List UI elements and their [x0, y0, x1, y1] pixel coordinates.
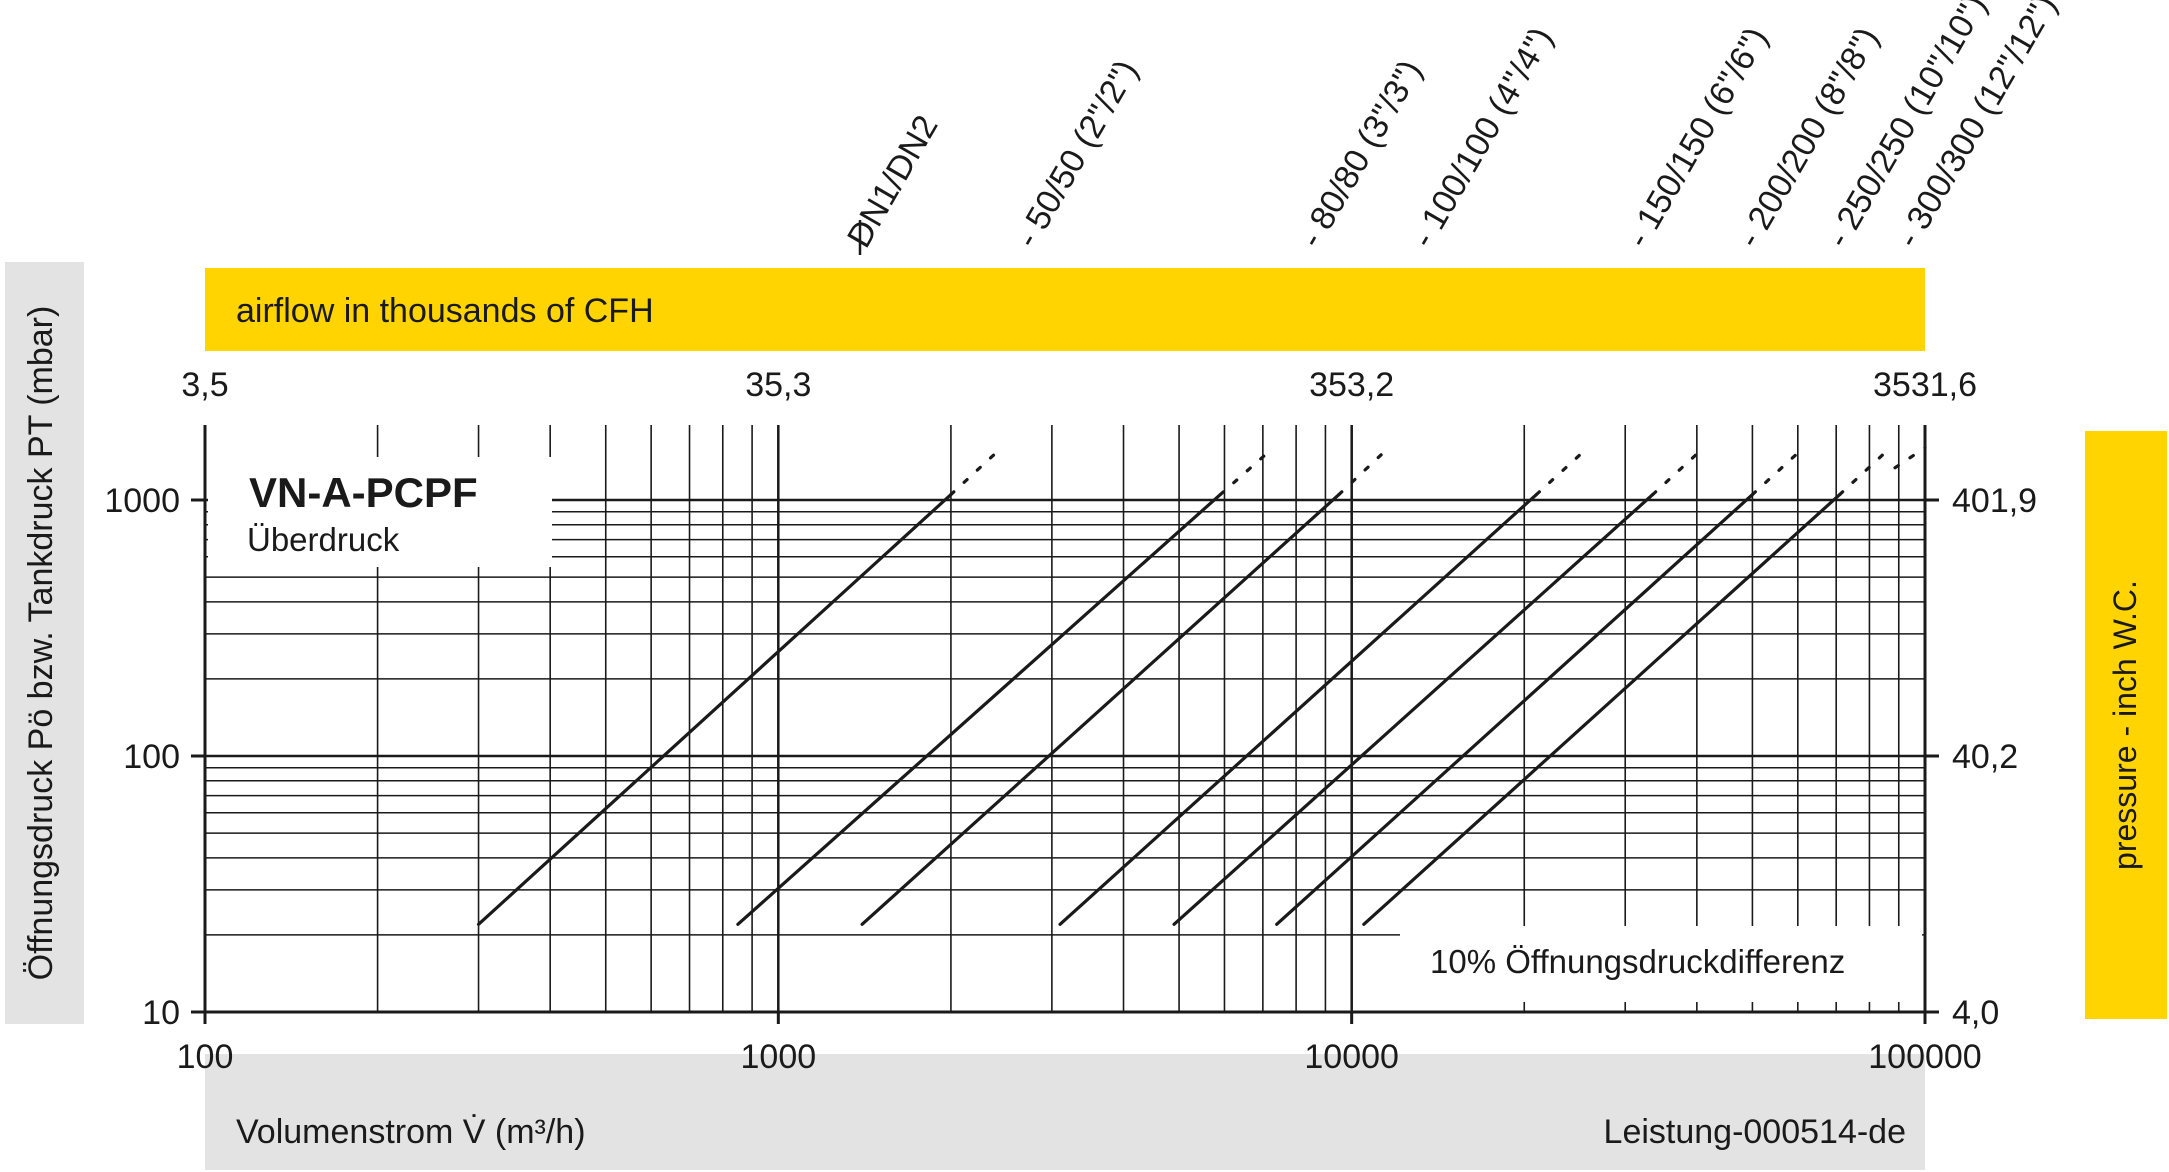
- x-tick-label: 100000: [1868, 1038, 1981, 1076]
- x-label-bar: [205, 1054, 1925, 1170]
- top-tick-label: 3,5: [181, 366, 228, 404]
- x-axis-label: Volumenstrom V̇ (m³/h): [236, 1113, 586, 1151]
- series-line: [1172, 492, 1655, 926]
- series-extension: [1337, 446, 1391, 497]
- series-line: [1362, 492, 1842, 926]
- series-label: - 50/50 (2"/2"): [1008, 54, 1146, 254]
- y-axis-label: Öffnungsdruck Pö bzw. Tankdruck PT (mbar…: [22, 306, 60, 981]
- series-label: DN1/DN2: [840, 109, 946, 254]
- series-label: - 80/80 (3"/3"): [1292, 54, 1430, 254]
- top-tick-label: 353,2: [1309, 366, 1394, 404]
- x-tick-label: 100: [177, 1038, 234, 1076]
- top-airflow-bar: [205, 268, 1925, 351]
- right-pressure-label: pressure - inch W.C.: [2107, 580, 2143, 870]
- top-airflow-label: airflow in thousands of CFH: [236, 292, 654, 330]
- series-line: [1275, 492, 1755, 926]
- y-tick-label: 1000: [104, 482, 180, 520]
- y-tick-label: 10: [142, 994, 180, 1032]
- y-tick-label: 100: [123, 738, 180, 776]
- series-line: [736, 492, 1222, 926]
- series-line: [476, 492, 953, 926]
- top-tick-label: 35,3: [745, 366, 811, 404]
- series-label: - 100/100 (4"/4"): [1404, 21, 1560, 254]
- series-extension: [1534, 446, 1590, 497]
- series-group: [476, 446, 1927, 926]
- right-tick-label: 40,2: [1952, 738, 2018, 776]
- series-line: [860, 492, 1341, 926]
- series-line: [1058, 492, 1539, 926]
- series-extension: [1838, 446, 1892, 497]
- legend-title: VN-A-PCPF: [249, 469, 478, 516]
- legend-subtitle: Überdruck: [247, 521, 400, 558]
- right-tick-label: 4,0: [1952, 994, 1999, 1032]
- right-pressure-bar: [2085, 431, 2167, 1019]
- note-box: [1400, 926, 1922, 1002]
- y-label-bar: [5, 262, 84, 1024]
- series-extension: [1651, 446, 1706, 497]
- note-text: 10% Öffnungsdruckdifferenz: [1430, 943, 1845, 980]
- series-extension: [949, 446, 1004, 497]
- axes: 100 1000 10000 100000 3,5 35,3 353,2 3531,6 10 10…: [104, 366, 2037, 1076]
- legend-box: [208, 457, 552, 567]
- x-tick-label: 10000: [1304, 1038, 1399, 1076]
- series-extension: [1218, 446, 1275, 497]
- top-tick-label: 3531,6: [1873, 366, 1977, 404]
- series-labels: DN1/DN2 - 50/50 (2"/2") - 80/80 (3"/3")- 1…: [840, 0, 2064, 255]
- series-extension: [1893, 446, 1927, 470]
- right-tick-label: 401,9: [1952, 482, 2037, 520]
- figure-code: Leistung-000514-de: [1604, 1113, 1906, 1151]
- series-extension: [1750, 446, 1806, 497]
- x-tick-label: 1000: [741, 1038, 817, 1076]
